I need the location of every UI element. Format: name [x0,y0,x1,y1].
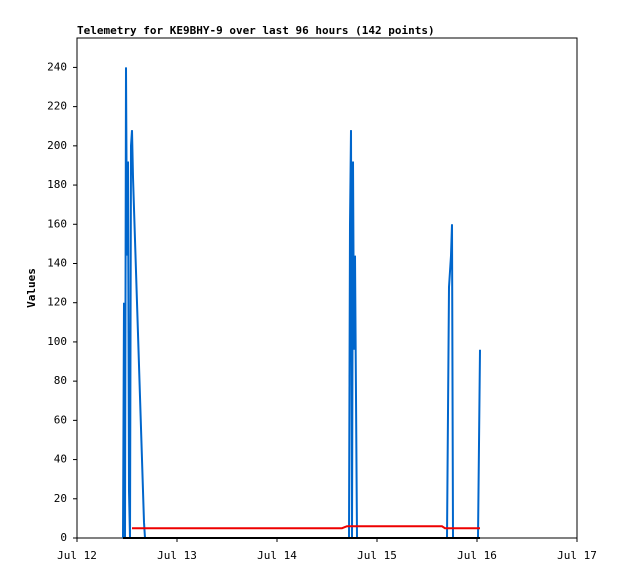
series-line [132,525,480,530]
y-tick-label: 40 [54,453,67,466]
y-tick-label: 120 [47,296,67,309]
x-tick-label: Jul 12 [57,549,97,562]
chart-title: Telemetry for KE9BHY-9 over last 96 hour… [77,24,435,37]
y-tick-label: 60 [54,413,67,426]
y-tick-label: 20 [54,492,67,505]
y-tick-label: 160 [47,217,67,230]
y-tick-label: 0 [60,531,67,544]
x-tick-label: Jul 16 [457,549,497,562]
y-tick-label: 180 [47,178,67,191]
y-axis-label: Values [25,268,38,308]
y-tick-label: 200 [47,139,67,152]
plot-frame [76,37,578,539]
y-tick-label: 100 [47,335,67,348]
y-tick-label: 240 [47,60,67,73]
series-line [122,67,481,539]
x-tick-label: Jul 14 [257,549,297,562]
y-tick-label: 140 [47,256,67,269]
x-tick-label: Jul 17 [557,549,597,562]
y-tick-label: 220 [47,100,67,113]
x-tick-label: Jul 13 [157,549,197,562]
y-tick-label: 80 [54,374,67,387]
x-tick-label: Jul 15 [357,549,397,562]
